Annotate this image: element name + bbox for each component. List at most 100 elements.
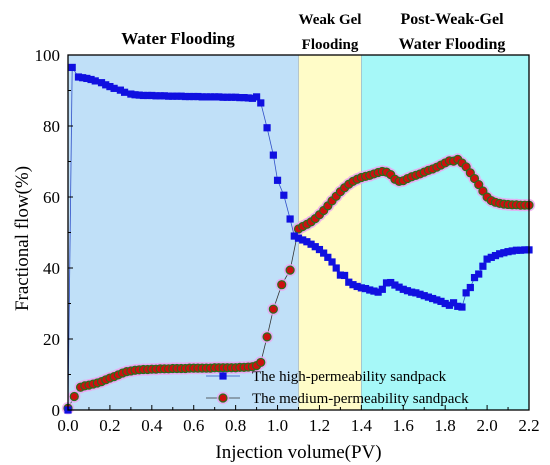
point-high-51 [294, 234, 303, 242]
phase-region-2 [361, 55, 529, 410]
phase-title-2-line-1: Water Flooding [399, 36, 506, 53]
phase-title-1-line-1: Flooding [302, 37, 359, 53]
point-high-104 [517, 246, 525, 254]
phase-region-0 [68, 55, 299, 410]
legend-circle-marker [218, 393, 228, 403]
point-medium-45 [256, 357, 266, 368]
point-high-48 [280, 191, 288, 199]
point-high-103 [512, 246, 521, 254]
y-tick-label-2: 40 [43, 259, 60, 278]
point-high-41 [244, 94, 252, 102]
point-high-25 [177, 92, 185, 100]
x-tick-label-5: 1.0 [267, 416, 288, 435]
point-high-84 [433, 296, 441, 304]
point-high-47 [273, 176, 282, 184]
point-high-18 [148, 91, 156, 100]
y-tick-label-4: 80 [43, 117, 60, 136]
phase-region-1 [298, 55, 362, 410]
point-high-72 [382, 279, 391, 287]
point-high-92 [466, 283, 474, 292]
point-high-78 [408, 288, 416, 296]
point-high-102 [508, 247, 516, 255]
point-high-87 [445, 301, 453, 309]
point-high-1 [68, 63, 76, 72]
point-medium-47 [268, 304, 278, 314]
y-tick-label-1: 20 [43, 330, 60, 349]
point-medium-1 [69, 391, 79, 402]
point-high-89 [454, 302, 462, 310]
point-high-26 [181, 92, 189, 101]
phase-title-1-line-0: Weak Gel [299, 12, 362, 28]
point-high-61 [336, 271, 345, 279]
point-high-8 [102, 81, 110, 89]
point-high-100 [500, 249, 508, 257]
point-high-81 [420, 292, 428, 300]
point-medium-46 [262, 332, 272, 342]
point-high-90 [458, 303, 466, 311]
point-high-53 [303, 238, 311, 246]
point-high-15 [135, 91, 143, 99]
point-high-71 [378, 285, 386, 293]
x-tick-label-1: 0.2 [99, 416, 120, 435]
y-axis-title: Fractional flow(%) [12, 166, 33, 311]
point-high-24 [173, 92, 181, 100]
point-high-30 [198, 93, 206, 101]
point-high-50 [290, 232, 298, 240]
x-tick-label-7: 1.4 [351, 416, 373, 435]
point-high-21 [160, 92, 168, 100]
phase-title-0-line-0: Water Flooding [121, 29, 235, 48]
point-high-45 [263, 124, 271, 132]
axis-ticks: 0.0 0.2 0.4 0.6 0.8 1.0 1.2 1.4 1.6 1.8 2.0 2.2 0 20 4… [35, 46, 540, 435]
point-high-37 [227, 93, 236, 101]
point-high-56 [315, 245, 324, 254]
point-high-5 [87, 75, 95, 84]
point-high-82 [424, 293, 433, 301]
point-high-31 [202, 93, 210, 101]
point-high-43 [252, 93, 261, 101]
point-high-83 [429, 294, 437, 303]
point-high-64 [349, 281, 357, 289]
point-high-22 [164, 92, 173, 100]
point-high-101 [504, 248, 512, 256]
point-high-35 [219, 93, 227, 101]
point-high-93 [470, 273, 479, 282]
point-high-57 [320, 249, 328, 257]
legend-label-high-permeability: The high-permeability sandpack [252, 369, 447, 385]
point-high-42 [248, 94, 256, 102]
point-high-69 [370, 287, 378, 295]
point-high-4 [83, 74, 91, 83]
x-tick-label-0: 0.0 [57, 416, 78, 435]
point-high-79 [412, 289, 420, 297]
point-high-55 [311, 243, 319, 251]
point-high-6 [91, 77, 99, 85]
point-medium-48 [277, 280, 287, 290]
point-high-73 [387, 278, 395, 287]
x-tick-label-3: 0.6 [183, 416, 204, 435]
point-high-70 [374, 288, 382, 296]
point-high-7 [97, 79, 106, 87]
y-tick-label-5: 100 [35, 46, 61, 65]
legend: The high-permeability sandpack The mediu… [206, 369, 469, 407]
point-high-58 [324, 253, 332, 261]
point-high-38 [232, 93, 240, 101]
point-high-76 [399, 285, 407, 293]
point-high-32 [206, 93, 215, 101]
point-high-29 [194, 92, 202, 101]
point-medium-49 [285, 265, 295, 275]
point-high-80 [416, 290, 424, 298]
point-high-40 [240, 94, 248, 102]
x-tick-label-2: 0.4 [141, 416, 163, 435]
point-medium-93 [474, 179, 484, 190]
point-high-97 [487, 253, 495, 261]
x-axis-title: Injection volume(PV) [215, 442, 381, 463]
point-high-60 [332, 264, 340, 272]
point-high-85 [437, 297, 445, 305]
point-high-98 [491, 251, 500, 260]
legend-square-marker [219, 372, 227, 380]
point-high-9 [106, 82, 114, 91]
point-high-68 [366, 286, 374, 294]
point-high-34 [215, 93, 223, 101]
point-high-39 [236, 94, 244, 102]
point-high-59 [328, 258, 336, 266]
point-high-13 [127, 90, 135, 98]
